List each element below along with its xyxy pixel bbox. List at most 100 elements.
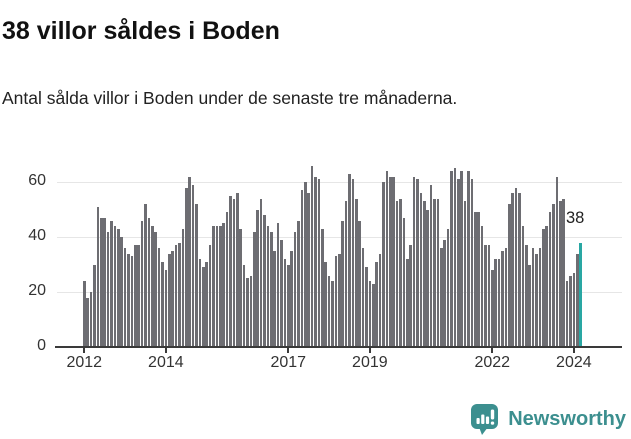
bar (191, 184, 195, 347)
bar (157, 248, 161, 347)
bar (219, 226, 222, 347)
bar (426, 209, 429, 347)
bar (402, 217, 406, 347)
newsworthy-icon (471, 404, 499, 435)
bar (215, 226, 219, 347)
bar (358, 220, 361, 347)
bar (297, 220, 300, 347)
bar (501, 250, 504, 347)
bar (525, 245, 528, 347)
bar (491, 270, 494, 347)
bar (253, 231, 256, 347)
bar (100, 217, 103, 347)
bar (242, 264, 246, 347)
x-axis-label: 2014 (148, 354, 184, 371)
bar (429, 184, 433, 347)
bar (548, 212, 552, 347)
bar (270, 231, 273, 347)
bar (341, 220, 344, 347)
bar (164, 270, 168, 347)
bar (542, 228, 545, 347)
bar (487, 245, 491, 347)
bar (497, 259, 501, 347)
bar (443, 239, 446, 347)
bar (195, 204, 198, 347)
bar (151, 226, 154, 347)
bar (202, 267, 205, 347)
bar (321, 228, 324, 347)
x-axis-label: 2012 (66, 354, 103, 371)
x-axis-label: 2019 (352, 354, 388, 371)
bar (307, 193, 310, 347)
bar (338, 253, 341, 347)
bar (134, 245, 137, 347)
bar (368, 281, 372, 347)
bar (334, 256, 338, 347)
bar (300, 190, 304, 347)
bar (446, 228, 450, 347)
plot-area (57, 155, 622, 347)
y-axis-label: 20 (28, 282, 46, 299)
x-axis-tick (368, 348, 371, 353)
bar (86, 297, 89, 347)
bar (576, 253, 579, 347)
bar (103, 217, 106, 347)
bar (545, 226, 548, 347)
bar (185, 187, 188, 347)
bar (535, 253, 538, 347)
bar (511, 193, 514, 347)
bar (344, 201, 348, 347)
bar (562, 198, 565, 347)
bar (144, 204, 147, 347)
bar (280, 239, 283, 347)
bar (96, 206, 100, 347)
bar (331, 281, 334, 347)
bar-chart: 0 20 40 60 2012 2014 2017 2019 2022 2024 38 (0, 150, 631, 395)
bar (263, 215, 266, 347)
x-axis-label: 2022 (474, 354, 511, 371)
y-axis-label: 40 (28, 227, 46, 244)
bar (276, 223, 280, 347)
bar (283, 259, 287, 347)
bar (518, 193, 521, 347)
x-axis-tick (491, 348, 494, 353)
bar (565, 281, 569, 347)
bar (208, 245, 212, 347)
bar (120, 237, 123, 347)
bar (317, 179, 321, 347)
x-axis-tick (572, 348, 575, 353)
bar (399, 198, 402, 347)
bar (378, 253, 382, 347)
bar (225, 212, 229, 347)
bar (440, 248, 443, 347)
bar (477, 212, 480, 347)
bar (123, 248, 127, 347)
bar (514, 187, 518, 347)
bar (140, 220, 144, 347)
bar (113, 226, 117, 347)
bar (508, 204, 511, 347)
bar (266, 226, 270, 347)
bar (106, 231, 110, 347)
bar (171, 250, 174, 347)
x-axis-label: 2017 (270, 354, 307, 371)
bar (552, 204, 555, 347)
newsworthy-logo: Newsworthy (470, 403, 626, 436)
newsworthy-wordmark: Newsworthy (508, 408, 626, 430)
bar (528, 264, 531, 347)
bar (127, 253, 130, 347)
bar (382, 182, 385, 347)
bar (412, 176, 416, 347)
bar (310, 165, 314, 347)
bar (433, 198, 436, 347)
gridline (57, 182, 622, 183)
bar (531, 248, 535, 347)
bar (467, 171, 470, 347)
chart-subtitle: Antal sålda villor i Boden under de sena… (2, 87, 458, 108)
x-axis-line (55, 346, 622, 348)
bar (416, 179, 419, 347)
bar (222, 223, 225, 347)
bar (287, 264, 290, 347)
bar (249, 275, 253, 347)
bar (327, 275, 331, 347)
